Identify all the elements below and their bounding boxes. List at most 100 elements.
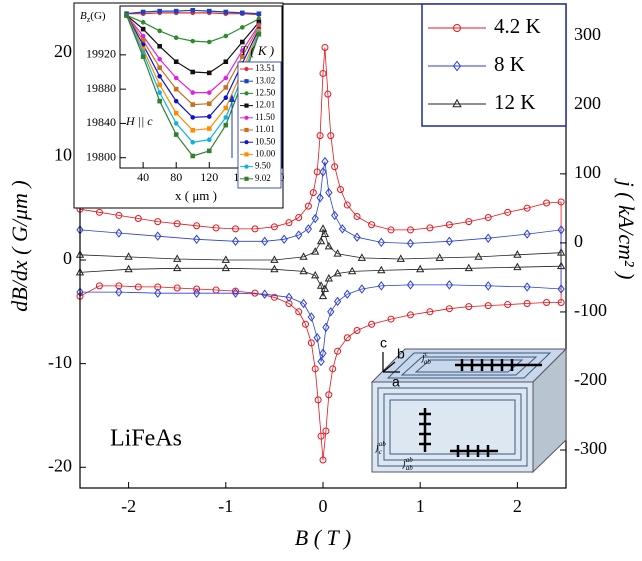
x-tick-label: 2 — [513, 496, 522, 516]
marker — [543, 199, 551, 207]
marker — [193, 234, 201, 244]
marker — [173, 35, 179, 41]
marker — [353, 326, 361, 334]
marker — [331, 163, 339, 171]
marker — [223, 85, 229, 90]
marker — [154, 231, 162, 241]
y2-tick-label: -200 — [574, 369, 607, 389]
marker — [190, 102, 196, 107]
marker — [244, 91, 249, 96]
marker — [223, 95, 229, 101]
legend-label: 10.50 — [255, 136, 276, 146]
x-axis-label: B ( T ) — [295, 525, 351, 550]
marker — [321, 156, 329, 167]
marker — [445, 221, 453, 229]
marker — [261, 236, 269, 247]
x-tick-label: 80 — [170, 170, 182, 184]
marker — [124, 252, 133, 260]
marker — [445, 280, 453, 290]
marker — [513, 262, 522, 271]
marker — [325, 187, 333, 198]
marker — [406, 280, 415, 290]
marker — [445, 305, 453, 313]
marker — [316, 236, 326, 245]
marker — [318, 224, 328, 232]
marker — [523, 204, 531, 212]
label-base: j — [401, 458, 406, 469]
marker — [206, 148, 212, 154]
label-sub: ab — [424, 358, 432, 366]
marker — [474, 252, 483, 260]
marker — [232, 225, 240, 233]
marker — [452, 60, 462, 72]
legend-label: 12.01 — [255, 100, 275, 110]
marker — [299, 252, 308, 260]
x-tick-label: 120 — [200, 170, 218, 184]
marker — [333, 296, 342, 307]
annotation: LiFeAs — [110, 426, 182, 452]
marker — [134, 283, 142, 291]
marker — [251, 289, 259, 297]
marker — [157, 28, 162, 34]
marker — [190, 115, 196, 120]
legend-box — [421, 3, 567, 127]
marker — [484, 233, 492, 243]
marker — [318, 291, 328, 300]
marker — [223, 122, 229, 128]
plot-frame — [119, 5, 283, 169]
marker — [406, 311, 414, 319]
marker — [95, 282, 103, 290]
legend-label: 8 K — [494, 52, 525, 76]
y2-tick-label: -100 — [574, 300, 607, 320]
marker — [173, 132, 179, 137]
marker — [320, 229, 330, 237]
y-axis-label: Bz(G) — [80, 10, 106, 24]
x-axis-label: x ( μm ) — [175, 188, 217, 203]
x-tick-label: 0 — [319, 496, 328, 516]
marker — [309, 189, 317, 197]
y-tick-label: 10 — [54, 144, 72, 164]
x-tick-label: 1 — [416, 496, 425, 516]
marker — [557, 225, 565, 235]
marker — [416, 264, 425, 273]
marker — [231, 236, 240, 247]
marker — [261, 289, 269, 299]
marker — [435, 253, 444, 261]
y-tick-label: 20 — [54, 41, 72, 61]
marker — [311, 247, 320, 255]
marker — [285, 292, 293, 303]
marker — [324, 241, 333, 250]
marker — [295, 213, 303, 221]
marker — [206, 126, 212, 131]
marker — [244, 115, 249, 120]
legend-label: 13.02 — [255, 75, 275, 85]
marker — [319, 348, 327, 358]
marker — [223, 115, 229, 120]
marker — [316, 281, 326, 289]
marker — [256, 31, 262, 37]
x-tick-label: -2 — [121, 496, 136, 516]
label-sup: ab — [406, 456, 414, 464]
marker — [336, 186, 344, 194]
marker — [190, 90, 196, 95]
marker — [311, 365, 319, 373]
marker — [319, 69, 327, 77]
marker — [173, 284, 181, 292]
marker — [295, 230, 303, 240]
marker — [321, 44, 329, 52]
marker — [244, 164, 249, 169]
y2-tick-label: 200 — [574, 93, 601, 113]
marker — [377, 281, 385, 291]
marker — [523, 300, 531, 308]
plot-layer — [75, 44, 566, 464]
marker — [319, 456, 327, 464]
label-sub: c — [379, 448, 383, 456]
marker — [193, 285, 201, 293]
marker — [190, 69, 196, 75]
label-unit: (G) — [90, 10, 106, 22]
marker — [140, 54, 146, 59]
marker — [244, 176, 249, 181]
marker — [244, 127, 249, 133]
marker — [327, 307, 335, 317]
